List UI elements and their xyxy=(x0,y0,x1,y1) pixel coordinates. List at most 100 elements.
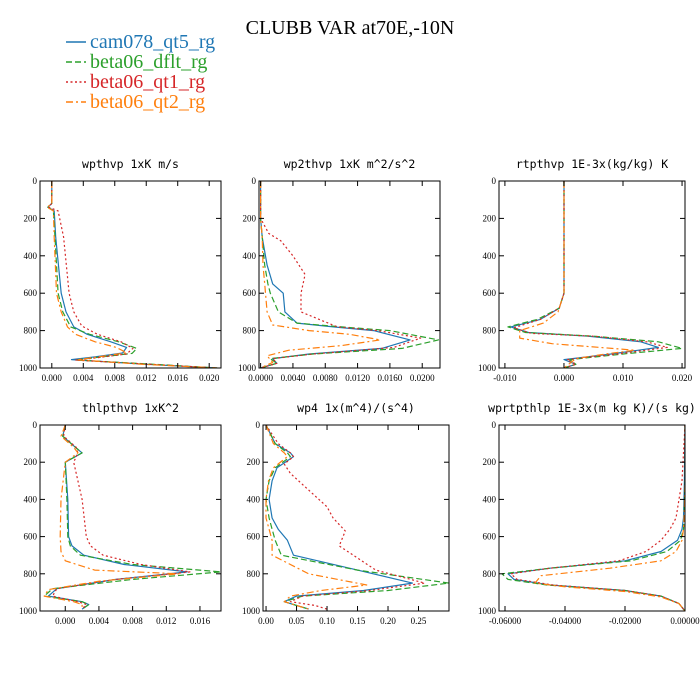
y-tick-label: 1000 xyxy=(238,363,257,373)
series-line xyxy=(43,425,221,610)
y-tick-label: 200 xyxy=(24,457,38,467)
y-tick-label: 600 xyxy=(24,288,38,298)
y-tick-label: 0 xyxy=(492,420,497,430)
y-tick-label: 800 xyxy=(243,326,257,336)
series-line xyxy=(534,425,685,611)
series-line xyxy=(260,181,439,368)
panel-3: rtpthvp 1E-3x(kg/kg) K 0 200 400 600 800 1000-… xyxy=(478,157,693,383)
x-tick-label: 0.0120 xyxy=(345,373,370,383)
x-tick-label: 0.0080 xyxy=(313,373,338,383)
y-tick-label: 600 xyxy=(243,288,257,298)
series-line xyxy=(260,181,381,368)
y-tick-label: 200 xyxy=(24,213,38,223)
y-tick-label: 1000 xyxy=(19,363,38,373)
plot-frame xyxy=(39,180,222,369)
panel-title: wp2thvp 1xK m^2/s^2 xyxy=(284,157,416,171)
x-tick-label: 0.15 xyxy=(350,616,366,626)
y-tick-label: 600 xyxy=(247,532,261,542)
y-tick-label: 800 xyxy=(483,569,497,579)
x-tick-label: 0.010 xyxy=(613,373,634,383)
plot-frame xyxy=(498,180,686,369)
series-group xyxy=(265,425,449,610)
panel-1: wpthvp 1xK m/s 0 200 400 600 800 1000 0.000 0.00… xyxy=(19,157,222,383)
plot-frame xyxy=(258,180,441,369)
y-tick-label: 1000 xyxy=(242,606,261,616)
panel-title: wp4 1x(m^4)/(s^4) xyxy=(297,401,415,415)
y-tick-label: 400 xyxy=(247,494,261,504)
y-tick-label: 0 xyxy=(33,176,38,186)
series-line xyxy=(51,425,191,610)
x-tick-label: 0.25 xyxy=(411,616,427,626)
y-tick-label: 400 xyxy=(24,494,38,504)
y-tick-label: 1000 xyxy=(478,606,497,616)
y-tick-label: 0 xyxy=(492,176,497,186)
y-tick-label: 600 xyxy=(24,532,38,542)
plot-frame xyxy=(498,424,686,612)
x-tick-label: -0.04000 xyxy=(549,616,582,626)
panel-4: thlpthvp 1xK^2 0 200 400 600 800 1000 0.000 0.00… xyxy=(19,401,222,626)
series-group xyxy=(46,181,218,368)
y-tick-label: 200 xyxy=(243,213,257,223)
panel-title: thlpthvp 1xK^2 xyxy=(82,401,179,415)
x-tick-label: 0.0000 xyxy=(248,373,273,383)
y-tick-label: 600 xyxy=(483,288,497,298)
legend: cam078_qt5_rgbeta06_dflt_rgbeta06_qt1_rg… xyxy=(66,31,215,113)
x-tick-label: 0.0040 xyxy=(281,373,306,383)
y-tick-label: 400 xyxy=(483,251,497,261)
y-tick-label: 0 xyxy=(33,420,38,430)
series-line xyxy=(48,181,218,368)
series-line xyxy=(260,181,411,368)
series-group xyxy=(260,181,439,368)
series-group xyxy=(43,425,221,610)
series-line xyxy=(501,425,685,611)
y-tick-label: 200 xyxy=(483,213,497,223)
plot-frame xyxy=(262,424,450,612)
x-tick-label: 0.000 xyxy=(55,616,76,626)
plot-frame xyxy=(39,424,222,612)
y-tick-label: 400 xyxy=(483,494,497,504)
y-tick-label: 1000 xyxy=(19,606,38,616)
x-tick-label: 0.012 xyxy=(156,616,176,626)
x-tick-label: -0.010 xyxy=(493,373,517,383)
panel-6: wprtpthlp 1E-3x(m kg K)/(s kg) 0 200 400 600… xyxy=(478,401,700,626)
x-tick-label: 0.10 xyxy=(319,616,335,626)
x-tick-label: 0.020 xyxy=(672,373,693,383)
y-tick-label: 200 xyxy=(247,457,261,467)
y-tick-label: 200 xyxy=(483,457,497,467)
y-tick-label: 1000 xyxy=(478,363,497,373)
x-tick-label: 0.00000 xyxy=(670,616,700,626)
y-tick-label: 800 xyxy=(24,326,38,336)
y-tick-label: 800 xyxy=(247,569,261,579)
y-tick-label: 400 xyxy=(24,251,38,261)
x-tick-label: 0.00 xyxy=(258,616,274,626)
y-tick-label: 800 xyxy=(483,326,497,336)
legend-label: beta06_dflt_rg xyxy=(90,51,207,73)
figure-title: CLUBB VAR at70E,-10N xyxy=(246,17,455,39)
series-line xyxy=(265,425,368,610)
series-line xyxy=(43,425,180,610)
series-group xyxy=(507,181,683,368)
legend-label: beta06_qt1_rg xyxy=(90,71,205,93)
x-tick-label: 0.000 xyxy=(42,373,63,383)
series-line xyxy=(513,181,668,368)
legend-label: cam078_qt5_rg xyxy=(90,31,215,53)
x-tick-label: 0.016 xyxy=(190,616,211,626)
y-tick-label: 0 xyxy=(256,420,261,430)
y-tick-label: 400 xyxy=(243,251,257,261)
x-tick-label: 0.004 xyxy=(89,616,110,626)
series-line xyxy=(265,425,413,610)
panel-title: wprtpthlp 1E-3x(m kg K)/(s kg) xyxy=(488,401,696,415)
series-line xyxy=(260,181,422,368)
x-tick-label: 0.008 xyxy=(105,373,126,383)
y-tick-label: 800 xyxy=(24,569,38,579)
series-line xyxy=(46,181,218,368)
series-group xyxy=(501,425,685,611)
panel-2: wp2thvp 1xK m^2/s^2020040060080010000.00… xyxy=(238,157,441,383)
x-tick-label: -0.02000 xyxy=(609,616,642,626)
series-line xyxy=(47,181,218,368)
y-tick-label: 600 xyxy=(483,532,497,542)
legend-label: beta06_qt2_rg xyxy=(90,91,205,113)
